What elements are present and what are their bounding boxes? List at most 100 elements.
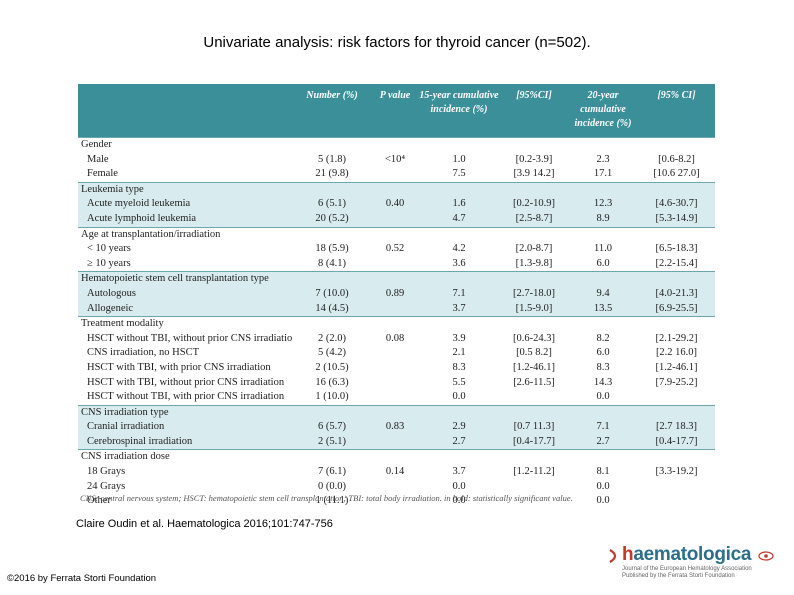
- table-cell: 2.9: [418, 420, 500, 435]
- header-cell: 15-year cumulative incidence (%): [418, 84, 500, 138]
- table-cell: [638, 390, 715, 405]
- table-group: Age at transplantation/irradiation < 10 y…: [78, 227, 715, 272]
- group-label: Age at transplantation/irradiation: [81, 228, 221, 240]
- table-cell: 0.0: [452, 495, 466, 507]
- table-row: Cranial irradiation 6 (5.7) 0.83 2.9 [0.7 11…: [78, 420, 715, 435]
- logo-arrow-icon: [609, 549, 617, 563]
- table-cell: 17.1: [593, 168, 613, 180]
- results-table: Number (%) P value 15-year cumulative in…: [78, 84, 715, 509]
- group-label: CNS irradiation dose: [81, 451, 170, 463]
- row-label: Acute lymphoid leukemia: [78, 211, 292, 228]
- table-cell: 0.83: [372, 420, 418, 435]
- row-label: Cranial irradiation: [78, 420, 292, 435]
- table-group: Gender Male 5 (1.8) <10⁴ 1.0 [0.2-3.9] 2.3 [0.6…: [78, 137, 715, 183]
- table-cell: 16 (6.3): [315, 376, 349, 388]
- row-label: CNS irradiation, no HSCT: [87, 347, 199, 359]
- row-label: 24 Grays: [87, 480, 126, 492]
- table-cell: [372, 434, 418, 450]
- table-row: HSCT without TBI, without prior CNS irra…: [78, 332, 715, 347]
- table-cell: [0.4-17.7]: [638, 434, 715, 450]
- table-cell: 2 (5.1): [292, 434, 372, 450]
- table-cell: 0 (0.0): [318, 480, 346, 492]
- table-cell: [3.9 14.2]: [513, 168, 555, 180]
- table-cell: 1 (10.0): [315, 391, 349, 403]
- table-cell: 3.6: [452, 257, 466, 269]
- table-cell: 7 (6.1): [318, 466, 346, 478]
- table-cell: 8.3: [596, 361, 610, 373]
- table-group: Leukemia type Acute myeloid leukemia 6 (5.…: [78, 182, 715, 228]
- table-cell: [2.7 18.3]: [638, 420, 715, 435]
- table-cell: [1.5-9.0]: [500, 301, 568, 317]
- table-row: HSCT with TBI, with prior CNS irradiatio…: [78, 361, 715, 376]
- row-label: HSCT with TBI, without prior CNS irradia…: [87, 376, 285, 388]
- row-label: Allogeneic: [78, 301, 292, 317]
- results-table-container: Number (%) P value 15-year cumulative in…: [78, 84, 715, 509]
- copyright: ©2016 by Ferrata Storti Foundation: [7, 573, 157, 584]
- table-cell: [2.2 16.0]: [655, 347, 698, 359]
- table-cell: [372, 361, 418, 376]
- table-cell: 3.9: [452, 332, 466, 344]
- table-cell: 7.1: [418, 286, 500, 302]
- table-cell: 6 (5.1): [292, 197, 372, 212]
- group-label: Hematopoietic stem cell transplantation …: [78, 271, 715, 287]
- row-label: < 10 years: [87, 243, 131, 255]
- table-row: CNS irradiation, no HSCT 5 (4.2) 2.1 [0.5 8…: [78, 346, 715, 361]
- table-cell: [5.3-14.9]: [638, 211, 715, 228]
- header-cell: [78, 84, 292, 138]
- table-cell: 3.7: [452, 466, 466, 478]
- group-label-row: Leukemia type: [78, 182, 715, 198]
- row-label: ≥ 10 years: [87, 257, 131, 269]
- table-cell: [1.2-46.1]: [513, 361, 555, 373]
- row-label: Female: [87, 168, 118, 180]
- table-row: Autologous 7 (10.0) 0.89 7.1 [2.7-18.0] 9.4 [4…: [78, 286, 715, 302]
- table-cell: 7 (10.0): [292, 286, 372, 302]
- table-cell: 2 (10.5): [315, 361, 349, 373]
- row-label: HSCT without TBI, without prior CNS irra…: [87, 332, 292, 344]
- table-cell: 8.2: [596, 332, 610, 344]
- table-row: 24 Grays 0 (0.0) 0.0 0.0: [78, 480, 715, 495]
- table-cell: [0.2-10.9]: [500, 197, 568, 212]
- table-cell: 3.7: [418, 301, 500, 317]
- row-label: 18 Grays: [87, 466, 126, 478]
- table-cell: 7.1: [568, 420, 638, 435]
- table-cell: 0.0: [452, 391, 466, 403]
- table-cell: 0.0: [452, 480, 466, 492]
- table-cell: [4.0-21.3]: [638, 286, 715, 302]
- header-cell: 20-year cumulative incidence (%): [568, 84, 638, 138]
- table-cell: 1.0: [452, 153, 466, 165]
- table-cell: 14 (4.5): [292, 301, 372, 317]
- table-cell: [2.6-11.5]: [513, 376, 555, 388]
- table-cell: 6 (5.7): [292, 420, 372, 435]
- table-cell: 2.7: [568, 434, 638, 450]
- table-cell: [2.5-8.7]: [500, 211, 568, 228]
- table-cell: 2.1: [452, 347, 466, 359]
- row-label: Acute myeloid leukemia: [78, 197, 292, 212]
- logo-subtitle: Journal of the European Hematology Assoc…: [622, 566, 752, 579]
- table-row: 18 Grays 7 (6.1) 0.14 3.7 [1.2-11.2] 8.1 [3.3-…: [78, 465, 715, 480]
- group-label-row: CNS irradiation dose: [78, 450, 715, 465]
- table-cell: [1.2-11.2]: [513, 466, 555, 478]
- header-cell: [95%CI]: [500, 84, 568, 138]
- table-cell: [0.4-17.7]: [500, 434, 568, 450]
- table-cell: [0.2-3.9]: [515, 153, 553, 165]
- table-cell: [372, 376, 418, 391]
- table-group: CNS irradiation dose 18 Grays 7 (6.1) 0.14 3…: [78, 449, 715, 509]
- table-cell: [638, 480, 715, 495]
- table-cell: [0.5 8.2]: [516, 347, 552, 359]
- table-cell: 4.2: [452, 243, 466, 255]
- table-cell: [2.0-8.7]: [515, 243, 553, 255]
- group-label: Treatment modality: [81, 318, 164, 330]
- table-cell: 8 (4.1): [318, 257, 346, 269]
- table-cell: 8.3: [452, 361, 466, 373]
- row-label: Autologous: [78, 286, 292, 302]
- table-row: < 10 years 18 (5.9) 0.52 4.2 [2.0-8.7] 11.0 [6…: [78, 242, 715, 257]
- table-row: Cerebrospinal irradiation 2 (5.1) 2.7 [0.4-…: [78, 434, 715, 450]
- table-cell: 0.0: [596, 480, 610, 492]
- table-cell: 2.7: [418, 434, 500, 450]
- table-cell: 0.08: [385, 332, 405, 344]
- header-cell: P value: [372, 84, 418, 138]
- table-cell: <10⁴: [384, 153, 406, 165]
- haematologica-logo: haematologica Journal of the European He…: [608, 544, 778, 580]
- table-cell: 21 (9.8): [315, 168, 349, 180]
- row-label: Other: [87, 495, 111, 507]
